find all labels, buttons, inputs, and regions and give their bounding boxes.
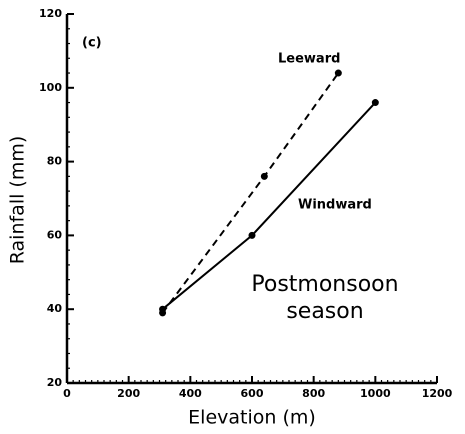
y-tick-label: 80 bbox=[47, 155, 63, 168]
y-axis-label: Rainfall (mm) bbox=[7, 136, 29, 265]
x-tick-label: 0 bbox=[63, 387, 71, 400]
y-tick-label: 60 bbox=[47, 228, 63, 241]
y-tick-label: 40 bbox=[47, 302, 63, 315]
point bbox=[159, 305, 167, 313]
legend-label: Leeward bbox=[278, 52, 340, 67]
x-tick-label: 200 bbox=[117, 387, 140, 400]
point bbox=[248, 231, 256, 239]
y-tick-label: 120 bbox=[39, 7, 62, 20]
y-tick-label: 20 bbox=[47, 376, 63, 389]
panel-label: (c) bbox=[82, 36, 102, 51]
y-tick-label: 100 bbox=[39, 81, 62, 94]
point bbox=[334, 69, 342, 77]
point bbox=[371, 99, 379, 107]
point bbox=[260, 172, 268, 180]
x-tick-label: 1000 bbox=[360, 387, 391, 400]
annotation: Postmonsoon bbox=[251, 272, 398, 297]
x-tick-label: 1200 bbox=[422, 387, 453, 400]
x-axis-label: Elevation (m) bbox=[188, 407, 316, 429]
x-tick-label: 600 bbox=[241, 387, 264, 400]
legend-label: Windward bbox=[298, 198, 372, 213]
x-tick-label: 800 bbox=[302, 387, 325, 400]
annotation: season bbox=[286, 299, 363, 324]
x-tick-label: 400 bbox=[179, 387, 202, 400]
